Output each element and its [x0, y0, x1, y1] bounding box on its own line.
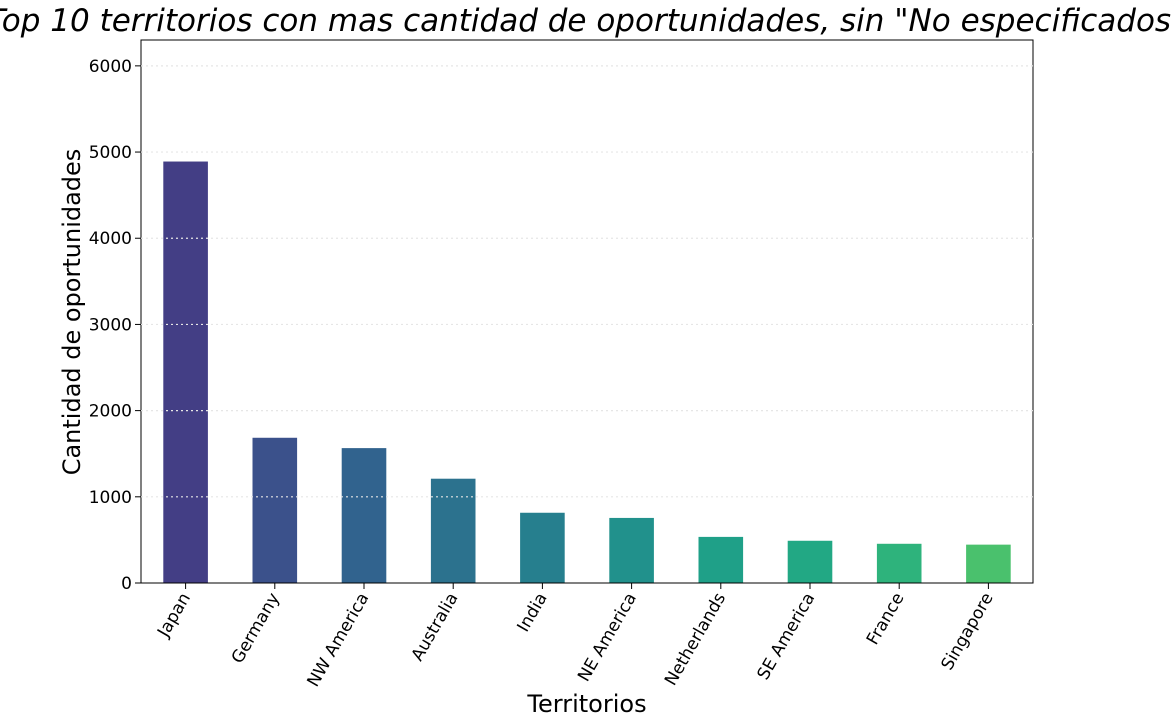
bar — [876, 543, 922, 583]
bar — [341, 448, 387, 583]
y-tick-label: 2000 — [89, 402, 132, 422]
x-axis-label: Territorios — [526, 690, 646, 718]
x-tick-label: NE America — [574, 590, 641, 686]
bar — [966, 544, 1011, 583]
y-axis-label: Cantidad de oportunidades — [58, 149, 86, 476]
y-tick-label: 5000 — [89, 143, 132, 163]
bar — [787, 540, 833, 583]
chart-title: Top 10 territorios con mas cantidad de o… — [0, 3, 1173, 39]
y-axis: 0 1000 2000 3000 4000 5000 6000 — [89, 57, 141, 594]
y-tick-label: 6000 — [89, 57, 132, 77]
bar — [430, 478, 476, 583]
x-tick-label: NW America — [303, 590, 373, 691]
grid-lines — [141, 65, 1033, 498]
x-tick-label: Australia — [408, 590, 463, 665]
y-tick-label: 3000 — [89, 315, 132, 335]
bars — [163, 161, 1011, 583]
plot-frame — [140, 39, 1034, 584]
y-tick-label: 4000 — [89, 229, 132, 249]
y-tick-label: 1000 — [89, 488, 132, 508]
bar — [698, 536, 744, 583]
x-tick-label: Japan — [153, 590, 195, 642]
bar — [609, 517, 654, 583]
x-tick-label: France — [863, 590, 909, 649]
bar — [520, 512, 565, 583]
x-tick-label: Singapore — [938, 590, 998, 674]
bar — [163, 161, 208, 583]
y-tick-label: 0 — [121, 574, 132, 594]
x-tick-label: SE America — [753, 590, 819, 684]
bar — [252, 437, 298, 583]
x-tick-label: India — [514, 590, 552, 636]
x-tick-label: Netherlands — [661, 589, 730, 689]
x-tick-label: Germany — [228, 590, 284, 668]
x-axis: Japan Germany NW America Australia India NE A… — [153, 583, 998, 691]
